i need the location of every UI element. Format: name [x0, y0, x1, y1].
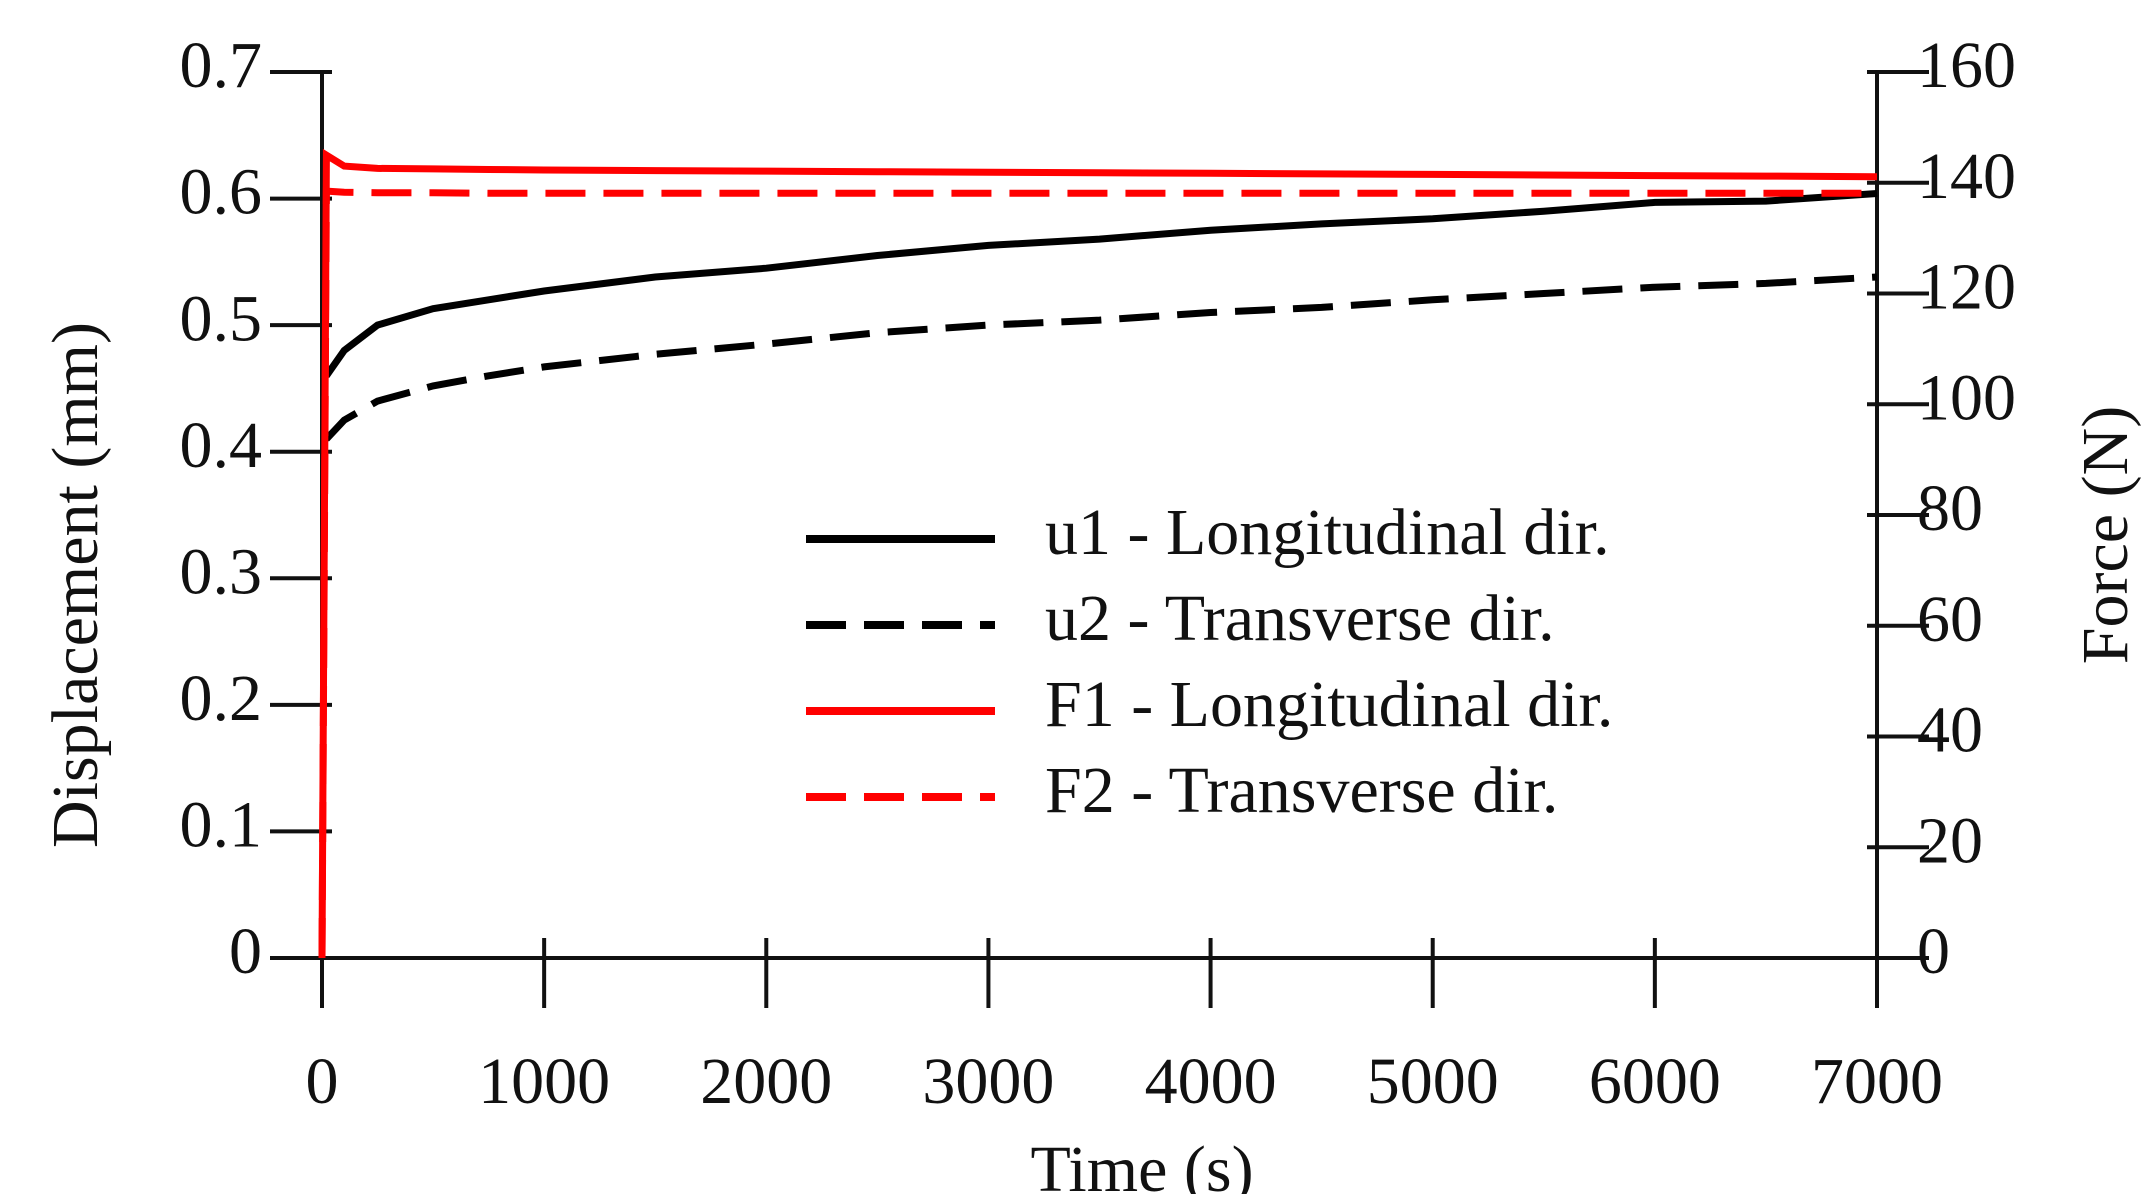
series-line	[318, 148, 1878, 959]
y2-tick-label: 140	[1917, 140, 2016, 213]
y-tick-label: 0.7	[180, 29, 263, 102]
y-tick-label: 0.1	[180, 789, 263, 862]
y2-axis-label: Force (N)	[2069, 406, 2142, 664]
series-line	[318, 187, 1877, 959]
y2-tick-label: 100	[1917, 361, 2016, 434]
x-tick-label: 5000	[1367, 1045, 1499, 1118]
x-tick-label: 6000	[1589, 1045, 1721, 1118]
y2-tick-label: 20	[1917, 804, 1983, 877]
x-tick-label: 7000	[1811, 1045, 1943, 1118]
y-tick-label: 0.6	[180, 156, 263, 229]
y2-tick-label: 80	[1917, 472, 1983, 545]
y2-tick-label: 40	[1917, 694, 1983, 767]
x-tick-label: 4000	[1145, 1045, 1277, 1118]
legend-label: u1 - Longitudinal dir.	[1045, 496, 1610, 569]
y2-tick-label: 160	[1917, 29, 2016, 102]
y-tick-label: 0.5	[180, 282, 263, 355]
y-tick-label: 0.3	[180, 535, 263, 608]
x-tick-label: 2000	[700, 1045, 832, 1118]
y2-tick-label: 120	[1917, 251, 2016, 324]
x-axis-label: Time (s)	[1030, 1133, 1253, 1194]
y-axis-label: Displacement (mm)	[39, 322, 112, 848]
legend-label: F2 - Transverse dir.	[1045, 754, 1558, 827]
y-tick-label: 0.2	[180, 662, 263, 735]
series-line	[323, 273, 1878, 442]
y-tick-label: 0	[229, 915, 262, 988]
y2-tick-label: 60	[1917, 583, 1983, 656]
legend-label: u2 - Transverse dir.	[1045, 582, 1555, 655]
x-tick-label: 3000	[922, 1045, 1054, 1118]
x-tick-label: 1000	[478, 1045, 610, 1118]
legend-label: F1 - Longitudinal dir.	[1045, 668, 1613, 741]
series-line	[323, 190, 1878, 378]
y2-tick-label: 0	[1917, 915, 1950, 988]
y-tick-label: 0.4	[180, 409, 263, 482]
x-tick-label: 0	[306, 1045, 339, 1118]
